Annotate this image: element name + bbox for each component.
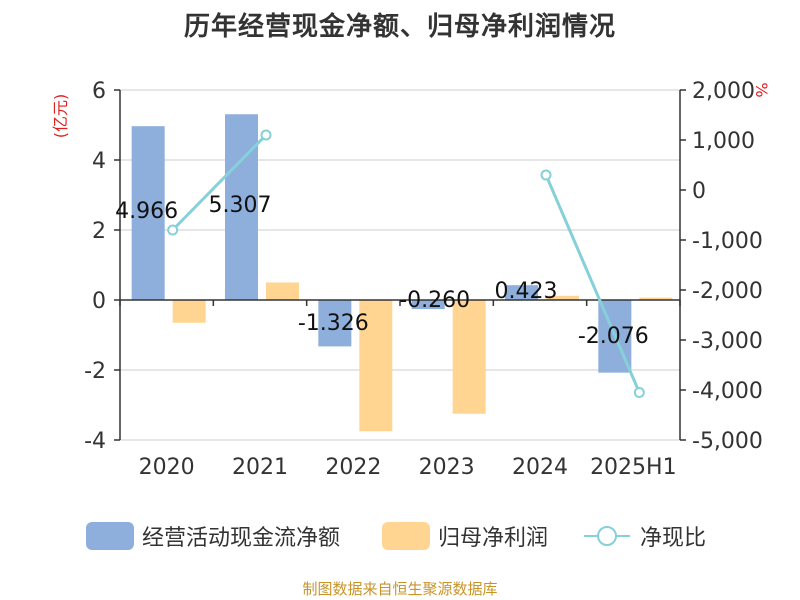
axes: 6 4 2 0 -2 -4 2,000 1,000 0 -1,000 -2,000 -3,000 -4,…: [51, 79, 771, 480]
right-tick-label-7: -5,000: [692, 429, 763, 454]
data-label-ocf-2022: -1.326: [298, 311, 369, 336]
ratio-point-2024: [540, 169, 552, 181]
bar-ocf-2024: [505, 285, 538, 300]
right-tick-label-2: 0: [692, 179, 706, 204]
ratio-point-2021: [260, 129, 272, 141]
legend-item-ratio[interactable]: 净现比: [582, 514, 706, 558]
bar-ocf-2020: [131, 126, 165, 300]
source-note: 制图数据来自恒生聚源数据库: [302, 580, 498, 598]
bar-profit-2022: [359, 300, 393, 432]
bar-ocf-2022: [318, 300, 352, 347]
ratio-segment-4: [544, 174, 641, 394]
left-axis-unit: (亿元): [51, 94, 70, 139]
legend-label-ratio: 净现比: [640, 526, 707, 551]
bar-ocf-2023: [411, 300, 445, 310]
legend-label-profit: 归母净利润: [438, 526, 549, 551]
right-tick-label-1: 1,000: [692, 129, 755, 154]
grid-lines: [120, 89, 680, 441]
x-tick-label-1: 2021: [232, 455, 288, 480]
left-tick-label-2: 2: [92, 219, 106, 244]
bar-profit-2021: [266, 282, 299, 300]
bars: [131, 114, 673, 432]
legend-label-ocf: 经营活动现金流净额: [142, 526, 341, 551]
right-tick-label-0: 2,000: [692, 79, 755, 104]
bar-profit-2024: [546, 295, 579, 300]
data-labels: 4.966 5.307 -1.326 -0.260 0.423 -2.076: [115, 193, 649, 349]
bar-profit-2023: [452, 300, 486, 414]
right-tick-label-4: -2,000: [692, 279, 763, 304]
ratio-point-2020: [167, 224, 179, 236]
x-tick-label-5: 2025H1: [590, 455, 677, 480]
bar-profit-2020: [172, 300, 206, 323]
data-label-ocf-2020: 4.966: [115, 199, 178, 224]
chart-title: 历年经营现金净额、归母净利润情况: [183, 12, 616, 42]
data-label-ocf-2021: 5.307: [209, 193, 272, 218]
right-tick-label-5: -3,000: [692, 329, 763, 354]
x-tick-label-2: 2022: [325, 455, 381, 480]
legend-item-profit[interactable]: 归母净利润: [382, 514, 548, 558]
x-tick-label-0: 2020: [139, 455, 195, 480]
data-label-ocf-2024: 0.423: [495, 279, 558, 304]
left-tick-label-0: 6: [92, 79, 106, 104]
left-tick-label-3: 0: [92, 289, 106, 314]
bar-profit-2025H1: [639, 297, 673, 300]
legend-swatch-ratio: [584, 526, 630, 546]
left-tick-label-1: 4: [92, 149, 106, 174]
legend-item-ocf[interactable]: 经营活动现金流净额: [86, 514, 340, 558]
ratio-point-2025H1: [633, 387, 645, 398]
left-tick-label-4: -2: [84, 359, 106, 384]
bar-ocf-2021: [225, 114, 258, 300]
x-tick-label-3: 2023: [419, 455, 475, 480]
legend: 经营活动现金流净额 归母净利润 净现比: [0, 514, 800, 558]
data-label-ocf-2023: -0.260: [399, 288, 470, 313]
legend-swatch-profit: [382, 522, 430, 550]
x-tick-label-4: 2024: [512, 455, 568, 480]
legend-swatch-ocf: [86, 522, 134, 550]
ratio-line: [167, 129, 645, 398]
left-tick-label-5: -4: [84, 429, 106, 454]
ratio-segment-0: [171, 133, 268, 232]
right-axis-unit: %: [752, 82, 771, 97]
data-label-ocf-2025H1: -2.076: [578, 324, 649, 349]
right-tick-label-6: -4,000: [692, 379, 763, 404]
right-tick-label-3: -1,000: [692, 229, 763, 254]
